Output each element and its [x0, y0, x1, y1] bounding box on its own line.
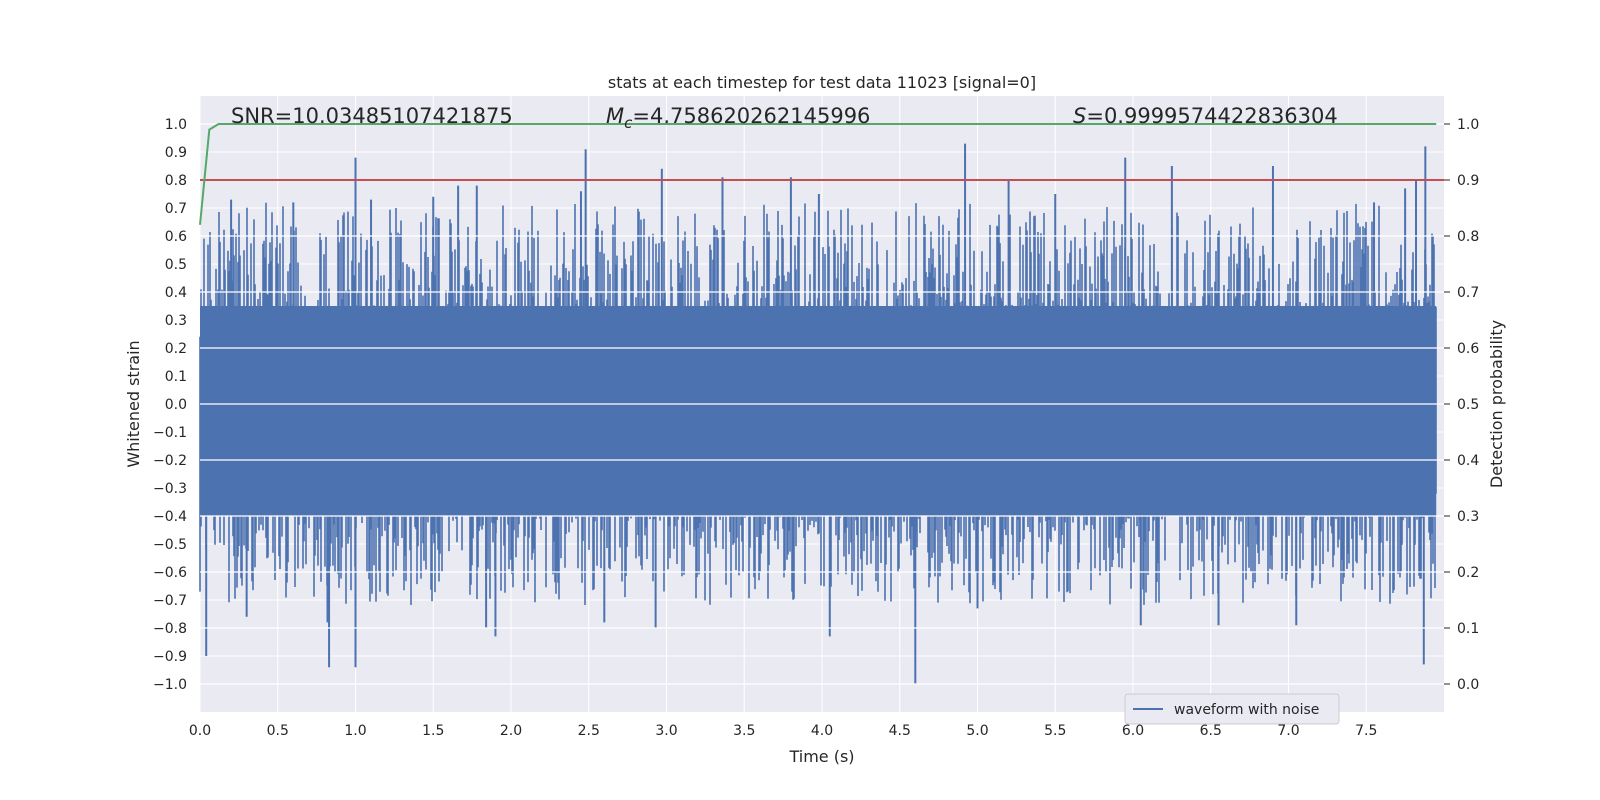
x-tick-label: 1.0	[344, 723, 366, 739]
y-tick-label: 0.3	[165, 313, 187, 329]
y2-axis-title: Detection probability	[1487, 320, 1506, 488]
y-tick-label: 0.5	[165, 257, 187, 273]
y2-tick-label: 1.0	[1457, 117, 1479, 133]
y-tick-label: −0.4	[153, 509, 187, 525]
y-tick-label: −0.8	[153, 621, 187, 637]
x-tick-label: 6.0	[1122, 723, 1144, 739]
y2-tick-label: 0.0	[1457, 677, 1479, 693]
x-tick-label: 2.5	[578, 723, 600, 739]
mc-symbol: M	[606, 104, 624, 128]
legend-box	[1124, 693, 1340, 725]
y-tick-label: 0.2	[165, 341, 187, 357]
x-axis-ticks: 0.0 0.5 1.0 1.5 2.0 2.5 3.0 3.5 4.0 4.5 5.0 5.5 6.0 6…	[189, 723, 1378, 739]
x-tick-label: 0.0	[189, 723, 211, 739]
y-axis-ticks: 1.0 0.9 0.8 0.7 0.6 0.5 0.4 0.3 0.2 0.1 0.0 −0.1 −0.…	[153, 117, 187, 693]
s-value: =0.9999574422836304	[1086, 104, 1337, 128]
legend: waveform with noise	[1124, 693, 1340, 725]
x-tick-label: 3.0	[655, 723, 677, 739]
probability-series	[199, 123, 1444, 225]
x-tick-label: 6.5	[1200, 723, 1222, 739]
x-tick-label: 2.0	[500, 723, 522, 739]
y-tick-label: 0.4	[165, 285, 187, 301]
y2-tick-label: 0.8	[1457, 229, 1479, 245]
y-tick-label: 0.0	[165, 397, 187, 413]
y2-tick-label: 0.7	[1457, 285, 1479, 301]
x-tick-label: 4.0	[811, 723, 833, 739]
y-tick-label: 0.1	[165, 369, 187, 385]
y2-tick-label: 0.3	[1457, 509, 1479, 525]
mc-subscript: c	[624, 114, 633, 132]
y-tick-label: 0.7	[165, 201, 187, 217]
strain-core-band	[200, 306, 1437, 516]
x-tick-label: 5.5	[1044, 723, 1066, 739]
x-tick-label: 7.5	[1355, 723, 1377, 739]
y-tick-label: −1.0	[153, 677, 187, 693]
y2-tick-label: 0.9	[1457, 173, 1479, 189]
y-tick-label: −0.7	[153, 593, 187, 609]
probability-line	[199, 123, 1437, 225]
snr-annotation: SNR=10.03485107421875	[231, 104, 513, 128]
chart-title: stats at each timestep for test data 110…	[608, 73, 1036, 92]
y-tick-label: −0.1	[153, 425, 187, 441]
y-tick-label: 0.6	[165, 229, 187, 245]
s-symbol: S	[1073, 104, 1086, 128]
y-tick-label: 0.9	[165, 145, 187, 161]
y-tick-label: −0.3	[153, 481, 187, 497]
y2-axis-ticks: 1.0 0.9 0.8 0.7 0.6 0.5 0.4 0.3 0.2 0.1 0.0	[1444, 117, 1479, 693]
y-tick-label: −0.2	[153, 453, 187, 469]
x-tick-label: 4.5	[889, 723, 911, 739]
y-tick-label: −0.9	[153, 649, 187, 665]
y2-tick-label: 0.4	[1457, 453, 1479, 469]
x-tick-label: 7.0	[1277, 723, 1299, 739]
x-axis-title: Time (s)	[788, 747, 854, 766]
y2-tick-label: 0.1	[1457, 621, 1479, 637]
x-tick-label: 5.0	[966, 723, 988, 739]
legend-label: waveform with noise	[1174, 702, 1319, 718]
s-annotation: S=0.9999574422836304	[1073, 104, 1338, 128]
y-tick-label: −0.6	[153, 565, 187, 581]
x-tick-label: 0.5	[267, 723, 289, 739]
y2-tick-label: 0.5	[1457, 397, 1479, 413]
y2-tick-label: 0.2	[1457, 565, 1479, 581]
y-tick-label: −0.5	[153, 537, 187, 553]
y-axis-title: Whitened strain	[124, 340, 143, 467]
strain-series	[199, 123, 1444, 685]
y-tick-label: 0.8	[165, 173, 187, 189]
mc-annotation: Mc=4.758620262145996	[606, 104, 870, 132]
x-tick-label: 1.5	[422, 723, 444, 739]
y2-tick-label: 0.6	[1457, 341, 1479, 357]
x-tick-label: 3.5	[733, 723, 755, 739]
mc-value: =4.758620262145996	[632, 104, 870, 128]
y-tick-label: 1.0	[165, 117, 187, 133]
